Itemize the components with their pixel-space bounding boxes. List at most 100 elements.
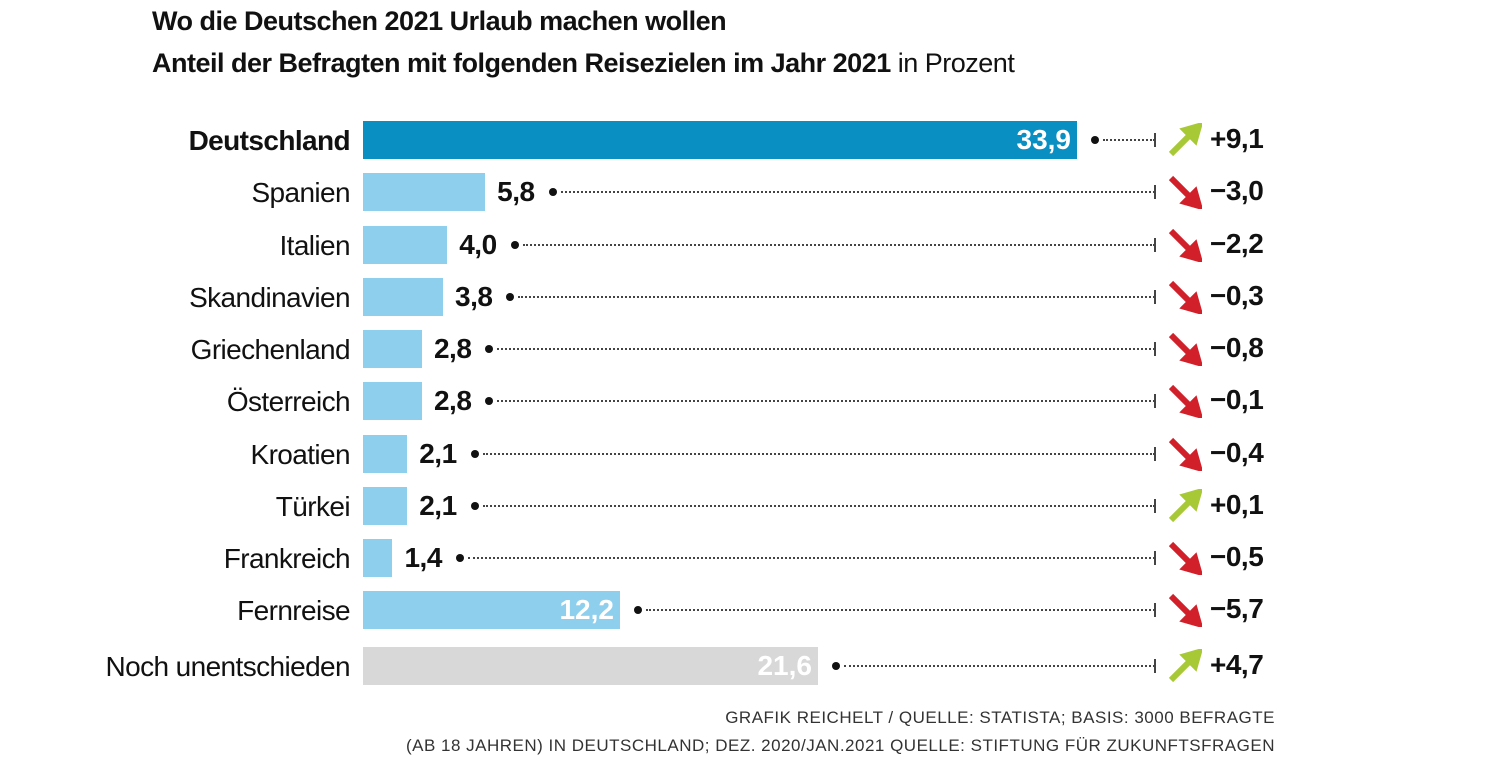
dotted-leader [1103, 139, 1155, 141]
subtitle-unit: in Prozent [897, 48, 1015, 78]
arrow-shape [1168, 649, 1202, 683]
change-label: −3,0 [1210, 175, 1264, 206]
dotted-leader [467, 557, 1155, 559]
arrow-down [1168, 541, 1202, 575]
dot [633, 606, 642, 614]
value-label: 2,1 [419, 490, 457, 521]
bar-row: 1,4 [363, 539, 1155, 577]
dot [455, 554, 464, 562]
dot [470, 502, 479, 510]
arrow-up [1168, 649, 1202, 683]
subtitle-text: Anteil der Befragten mit folgenden Reise… [152, 48, 891, 78]
bar [363, 278, 444, 316]
tick [1154, 603, 1156, 617]
bar [363, 539, 393, 577]
bar-row: 21,6 [363, 647, 1155, 685]
bar: 12,2 [363, 591, 620, 629]
bar [363, 487, 408, 525]
value-label: 1,4 [404, 542, 442, 573]
category-label: Türkei [275, 490, 351, 522]
category-label: Deutschland [188, 124, 351, 156]
tick [1154, 133, 1156, 147]
dotted-leader [522, 244, 1155, 246]
bar-row: 2,1 [363, 487, 1155, 525]
arrow-shape [1168, 593, 1202, 627]
category-label: Griechenland [190, 333, 351, 365]
tick [1154, 290, 1156, 304]
tick [1154, 499, 1156, 513]
bar-row: 2,1 [363, 435, 1155, 473]
category-label: Spanien [251, 176, 350, 208]
arrow-shape [1168, 384, 1202, 418]
source-note: GRAFIK REICHELT / QUELLE: STATISTA; BASI… [725, 708, 1275, 727]
arrow-shape [1168, 123, 1202, 157]
arrow-down [1168, 332, 1202, 366]
dot [470, 450, 479, 458]
arrow-shape [1168, 489, 1202, 523]
tick [1154, 447, 1156, 461]
value-label: 3,8 [455, 281, 493, 312]
bar-row: 2,8 [363, 330, 1155, 368]
bar: 21,6 [363, 647, 818, 685]
tick [1154, 185, 1156, 199]
tick [1154, 238, 1156, 252]
arrow-shape [1168, 541, 1202, 575]
dot [510, 241, 519, 249]
value-label: 21,6 [757, 650, 812, 681]
source-note: (AB 18 JAHREN) IN DEUTSCHLAND; DEZ. 2020… [405, 736, 1275, 755]
dotted-leader [497, 348, 1155, 350]
change-label: +9,1 [1210, 123, 1264, 154]
arrow-down [1168, 593, 1202, 627]
subtitle: Anteil der Befragten mit folgenden Reise… [152, 48, 1015, 79]
dot [1091, 136, 1099, 144]
arrow-down [1168, 228, 1202, 262]
bar [363, 173, 486, 211]
value-label: 5,8 [497, 176, 535, 207]
bar-row: 4,0 [363, 226, 1155, 264]
category-label: Noch unentschieden [105, 650, 351, 682]
arrow-up [1168, 489, 1202, 523]
arrow-shape [1168, 175, 1202, 209]
category-label: Fernreise [237, 594, 350, 626]
dot [506, 293, 515, 301]
change-label: −0,1 [1210, 384, 1264, 415]
category-label: Italien [279, 229, 350, 261]
dot [485, 345, 494, 353]
change-label: −0,5 [1210, 541, 1264, 572]
arrow-down [1168, 384, 1202, 418]
arrow-up [1168, 123, 1202, 157]
tick [1154, 394, 1156, 408]
change-label: −0,4 [1210, 437, 1264, 468]
bar-row: 33,9 [363, 121, 1155, 159]
arrow-shape [1168, 332, 1202, 366]
bar [363, 382, 422, 420]
value-label: 12,2 [559, 594, 614, 625]
bar-row: 2,8 [363, 382, 1155, 420]
dotted-leader [843, 665, 1155, 667]
change-label: −2,2 [1210, 228, 1264, 259]
arrow-down [1168, 175, 1202, 209]
dotted-leader [497, 400, 1155, 402]
arrow-down [1168, 280, 1202, 314]
arrow-shape [1168, 228, 1202, 262]
bar [363, 226, 448, 264]
bar-row: 5,8 [363, 173, 1155, 211]
bar: 33,9 [363, 121, 1077, 159]
dotted-leader [482, 505, 1155, 507]
change-label: +4,7 [1210, 649, 1264, 680]
category-label: Skandinavien [189, 281, 351, 313]
bar-row: 12,2 [363, 591, 1155, 629]
value-label: 33,9 [1016, 124, 1072, 155]
dot [485, 397, 494, 405]
change-label: +0,1 [1210, 489, 1264, 520]
change-label: −5,7 [1210, 593, 1264, 624]
value-label: 2,8 [433, 333, 472, 364]
chart-title: Wo die Deutschen 2021 Urlaub machen woll… [152, 6, 727, 36]
arrow-shape [1168, 437, 1202, 471]
dotted-leader [560, 191, 1155, 193]
value-label: 4,0 [459, 229, 497, 260]
bar-row: 3,8 [363, 278, 1155, 316]
value-label: 2,8 [433, 385, 472, 416]
value-label: 2,1 [419, 438, 457, 469]
